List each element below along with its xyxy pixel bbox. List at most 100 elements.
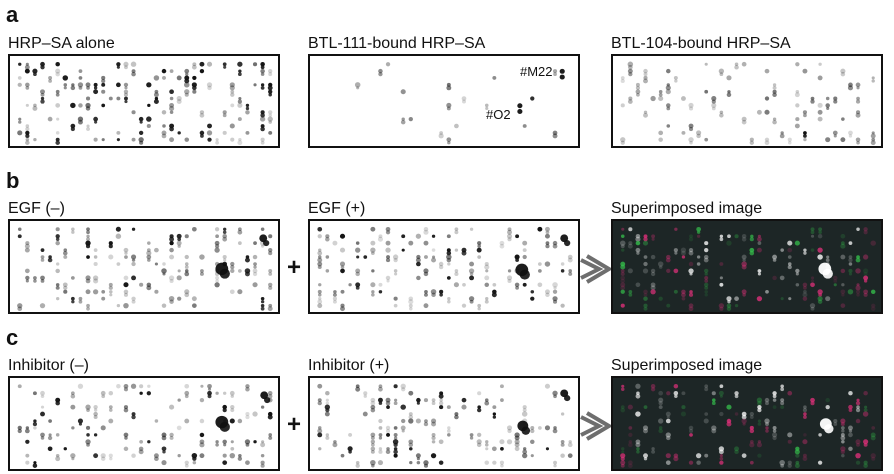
array-spot [184, 254, 189, 260]
array-spot [469, 299, 474, 304]
array-spot [153, 92, 159, 98]
array-spot [415, 418, 421, 424]
array-spot [377, 397, 383, 403]
array-spot [325, 269, 330, 273]
array-spot [431, 432, 436, 437]
array-spot [424, 419, 428, 423]
array-spot [230, 446, 235, 451]
array-spot [847, 289, 854, 295]
array-spot [101, 103, 106, 108]
array-spot [847, 85, 854, 91]
array-spot [63, 285, 68, 290]
array-spot [93, 82, 98, 87]
array-spot [749, 428, 755, 434]
array-spot [522, 453, 528, 459]
array-spot [568, 272, 573, 276]
array-spot [317, 299, 323, 305]
array-spot [627, 61, 634, 67]
array-spot [385, 226, 391, 232]
array-spot [325, 436, 330, 440]
array-spot [184, 390, 190, 396]
array-spot [719, 411, 724, 417]
array-spot [545, 292, 550, 298]
array-spot [454, 271, 459, 276]
array-spot [757, 405, 762, 410]
array-spot [162, 124, 166, 128]
array-spot [230, 89, 235, 94]
array-spot [855, 99, 861, 104]
array-spot [169, 137, 175, 143]
array-spot [780, 405, 785, 410]
array-spot [431, 421, 437, 427]
array-spot [108, 418, 114, 424]
array-spot [658, 401, 663, 406]
array-spot [870, 432, 876, 438]
array-spot [169, 103, 175, 108]
array-spot [124, 436, 128, 440]
array-spot [704, 272, 708, 276]
array-spot [825, 137, 831, 143]
array-spot [40, 394, 45, 399]
array-spot [848, 268, 853, 273]
array-spot [138, 137, 144, 143]
array-spot [642, 425, 649, 431]
array-spot [856, 405, 860, 409]
array-spot [840, 233, 846, 239]
blot-inhibitor-plus [308, 376, 580, 471]
array-spot [643, 428, 648, 434]
array-spot [772, 117, 777, 121]
array-spot [32, 391, 37, 396]
array-spot [818, 227, 823, 232]
array-spot [147, 258, 151, 262]
array-spot [461, 96, 467, 101]
array-spot [268, 272, 273, 276]
array-spot [454, 123, 459, 129]
array-spot [665, 432, 671, 438]
array-spot [492, 412, 497, 416]
array-spot [447, 141, 451, 145]
array-spot [267, 116, 273, 122]
array-spot [237, 117, 242, 122]
array-spot [317, 234, 322, 239]
array-spot [124, 100, 128, 104]
array-spot [260, 140, 265, 145]
array-spot [40, 258, 45, 262]
array-spot [764, 140, 770, 146]
array-spot [688, 106, 694, 111]
array-spot [162, 262, 166, 266]
array-spot [393, 384, 398, 389]
array-spot [385, 397, 391, 403]
array-spot [370, 439, 376, 444]
array-spot [17, 425, 22, 431]
array-spot [514, 254, 520, 260]
array-spot [552, 296, 558, 302]
array-spot [741, 418, 747, 424]
array-spot [63, 83, 68, 87]
array-spot [214, 282, 220, 288]
array-spot [818, 230, 822, 235]
array-spot [514, 442, 520, 448]
array-spot [787, 265, 792, 270]
array-spot [17, 306, 23, 312]
array-spot [689, 141, 693, 145]
array-spot [401, 248, 405, 252]
array-spot [131, 71, 136, 77]
array-spot [718, 303, 725, 309]
array-spot [651, 234, 656, 239]
array-spot [726, 421, 732, 427]
array-spot [552, 69, 558, 74]
array-spot [199, 453, 205, 459]
array-spot [415, 257, 421, 263]
array-spot [825, 405, 830, 410]
array-spot [864, 405, 868, 409]
array-spot [848, 130, 853, 136]
array-spot [260, 62, 265, 67]
array-spot [184, 137, 190, 142]
array-spot [153, 453, 159, 459]
array-spot [86, 255, 90, 259]
blot-egf-minus [8, 219, 280, 314]
array-spot [252, 268, 258, 274]
array-spot [688, 137, 694, 143]
array-spot [438, 133, 444, 139]
array-spot [229, 289, 235, 295]
